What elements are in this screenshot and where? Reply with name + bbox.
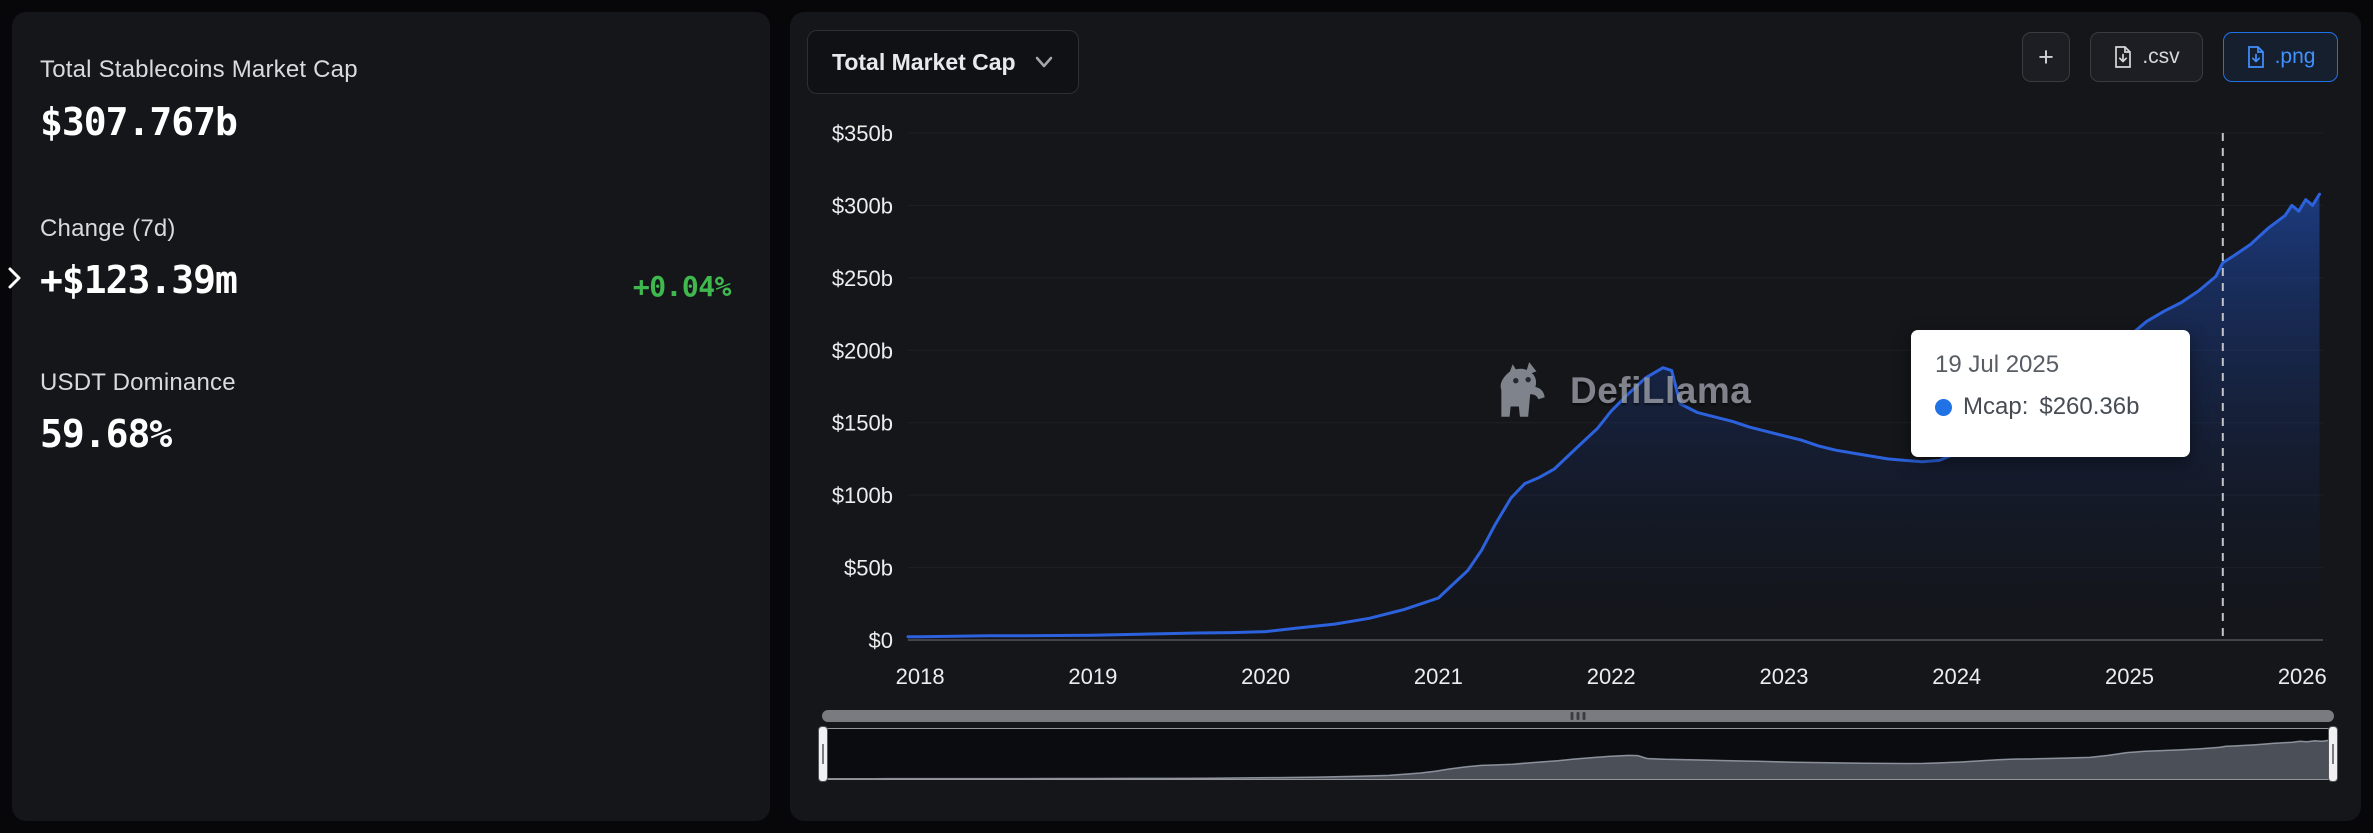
- svg-text:2022: 2022: [1587, 664, 1636, 689]
- tooltip-series-value: $260.36b: [2039, 393, 2140, 420]
- scrollbar-grip-icon[interactable]: [1570, 712, 1586, 720]
- brush-handle-right[interactable]: [2328, 726, 2338, 782]
- download-csv-button[interactable]: .csv: [2090, 32, 2203, 82]
- svg-text:$250b: $250b: [832, 266, 893, 291]
- svg-text:$150b: $150b: [832, 411, 893, 436]
- download-png-button[interactable]: .png: [2223, 32, 2338, 82]
- time-range-brush[interactable]: [818, 726, 2338, 782]
- svg-text:2026: 2026: [2278, 664, 2327, 689]
- svg-text:$300b: $300b: [832, 193, 893, 218]
- change-7d-percent: +0.04%: [632, 270, 732, 303]
- chart-panel: Total Market Cap + .csv: [790, 12, 2361, 821]
- series-dot-icon: [1935, 398, 1952, 416]
- add-chart-button[interactable]: +: [2022, 32, 2070, 82]
- svg-text:2019: 2019: [1068, 664, 1117, 689]
- tooltip-series-label: Mcap:: [1963, 393, 2029, 420]
- change-7d-value: +$123.39m: [40, 258, 238, 302]
- chart-action-buttons: + .csv .png: [2022, 32, 2338, 82]
- usdt-dominance-label: USDT Dominance: [40, 369, 236, 396]
- svg-text:2018: 2018: [896, 664, 945, 689]
- chart-scrollbar[interactable]: [822, 710, 2334, 722]
- svg-text:2021: 2021: [1414, 664, 1463, 689]
- svg-text:$350b: $350b: [832, 121, 893, 146]
- metric-selector-dropdown[interactable]: Total Market Cap: [807, 30, 1079, 94]
- add-chart-label: +: [2038, 41, 2054, 72]
- download-file-icon: [2247, 46, 2264, 68]
- stablecoins-summary-panel: Total Stablecoins Market Cap $307.767b C…: [12, 12, 770, 821]
- brush-mini-chart: [823, 739, 2333, 779]
- tooltip-date: 19 Jul 2025: [1935, 351, 2060, 378]
- svg-text:$50b: $50b: [844, 556, 893, 581]
- tooltip-series-row: Mcap: $260.36b: [1935, 393, 2166, 421]
- brush-handle-left[interactable]: [818, 726, 828, 782]
- market-cap-chart[interactable]: $0 $50b $100b $150b $200b $250b $300b $350b 2018…: [790, 12, 2361, 712]
- usdt-dominance-value: 59.68%: [40, 412, 172, 456]
- svg-text:2024: 2024: [1932, 664, 1981, 689]
- change-7d-label: Change (7d): [40, 215, 176, 242]
- svg-text:2025: 2025: [2105, 664, 2154, 689]
- png-button-label: .png: [2274, 45, 2316, 68]
- chevron-right-icon: [8, 267, 21, 289]
- download-file-icon: [2115, 46, 2132, 68]
- svg-text:$100b: $100b: [832, 483, 893, 508]
- chevron-down-icon: [1035, 56, 1052, 68]
- svg-text:$200b: $200b: [832, 338, 893, 363]
- total-mcap-value: $307.767b: [40, 100, 238, 144]
- metric-selector-label: Total Market Cap: [832, 48, 1016, 75]
- chart-tooltip: 19 Jul 2025 Mcap: $260.36b: [1911, 330, 2190, 457]
- svg-text:2020: 2020: [1241, 664, 1290, 689]
- csv-button-label: .csv: [2142, 45, 2180, 68]
- svg-text:2023: 2023: [1760, 664, 1809, 689]
- sidebar-expand-chevron[interactable]: [2, 260, 26, 296]
- svg-text:$0: $0: [869, 628, 893, 653]
- total-mcap-label: Total Stablecoins Market Cap: [40, 56, 358, 83]
